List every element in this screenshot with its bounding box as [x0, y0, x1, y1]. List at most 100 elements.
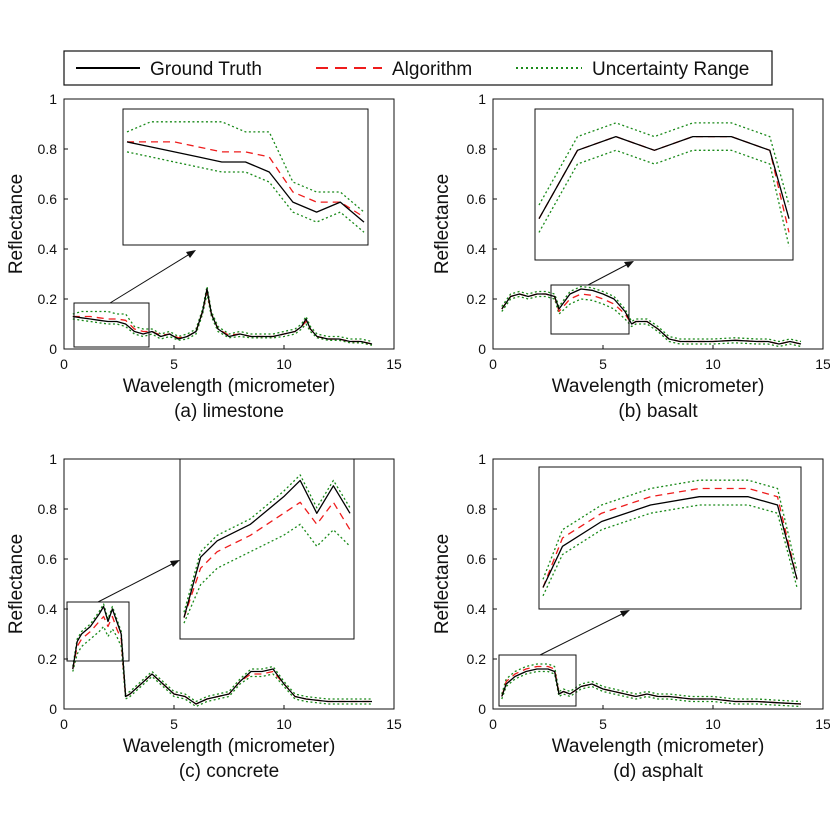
- y-axis-label: Reflectance: [432, 534, 453, 634]
- inset-line-ground-truth: [542, 496, 798, 588]
- series-line-uncertainty-range: [501, 285, 802, 343]
- caption: (b) basalt: [618, 401, 698, 422]
- inset-line-algorithm: [183, 501, 351, 618]
- y-tick-label: 0.8: [38, 141, 58, 157]
- legend-label-algorithm: Algorithm: [392, 59, 472, 80]
- chart-panel-limestone: 0 5 10 15 0 0.2 0.4 0.6 0.8 1 Reflectance Wavelen…: [6, 91, 402, 422]
- inset-line-ground-truth: [183, 479, 351, 618]
- inset-line-uncertainty-range: [183, 474, 351, 613]
- zoom-arrow-head: [624, 261, 634, 268]
- inset-series-lines: [126, 121, 365, 233]
- x-tick-label: 15: [815, 716, 830, 732]
- x-tick-label: 15: [386, 716, 402, 732]
- caption: (d) asphalt: [613, 761, 703, 782]
- legend-label-uncertainty: Uncertainty Range: [592, 59, 749, 80]
- chart-panel-asphalt: 0 5 10 15 0 0.2 0.4 0.6 0.8 1 Reflectance Wavelen…: [432, 451, 830, 782]
- inset-series-lines: [538, 122, 790, 247]
- x-axis-label: Wavelength (micrometer): [123, 736, 336, 757]
- y-tick-label: 0: [478, 701, 486, 717]
- y-tick-label: 0.2: [38, 651, 58, 667]
- series-line-uncertainty-range: [501, 295, 802, 348]
- y-axis-label: Reflectance: [6, 534, 27, 634]
- x-tick-label: 5: [170, 716, 178, 732]
- inset-line-ground-truth: [126, 141, 365, 223]
- y-tick-label: 0.6: [38, 191, 58, 207]
- x-tick-label: 10: [276, 356, 292, 372]
- y-tick-label: 0: [49, 341, 57, 357]
- series-line-uncertainty-range: [72, 293, 373, 346]
- chart-panel-concrete: 0 5 10 15 0 0.2 0.4 0.6 0.8 1 Reflectance Wavelen…: [6, 451, 402, 782]
- zoom-region-box: [550, 284, 630, 335]
- y-tick-label: 0.4: [38, 241, 58, 257]
- inset-line-uncertainty-range: [126, 121, 365, 213]
- zoom-arrow-head: [620, 610, 630, 617]
- inset-line-algorithm: [542, 487, 798, 588]
- x-axis-label: Wavelength (micrometer): [123, 376, 336, 397]
- series-lines: [501, 663, 802, 708]
- zoom-arrow: [97, 561, 177, 603]
- y-tick-label: 0.8: [38, 501, 58, 517]
- x-tick-label: 5: [599, 356, 607, 372]
- series-line-ground-truth: [72, 605, 372, 705]
- zoom-region-box: [498, 654, 577, 707]
- y-tick-label: 0.4: [467, 241, 487, 257]
- inset-plot: [122, 108, 369, 246]
- y-axis-label: Reflectance: [432, 174, 453, 274]
- y-tick-label: 0: [478, 341, 486, 357]
- zoom-arrow-head: [170, 560, 180, 567]
- x-axis-label: Wavelength (micrometer): [552, 376, 765, 397]
- x-tick-label: 10: [705, 356, 721, 372]
- series-lines: [501, 285, 802, 348]
- inset-plot: [534, 108, 794, 261]
- y-tick-label: 0.8: [467, 501, 487, 517]
- y-tick-label: 1: [49, 451, 57, 467]
- inset-plot: [179, 458, 355, 640]
- x-tick-label: 15: [386, 356, 402, 372]
- x-tick-label: 0: [489, 356, 497, 372]
- y-tick-label: 0.2: [467, 291, 487, 307]
- axis-ticks: 0 5 10 15 0 0.2 0.4 0.6 0.8 1: [38, 91, 402, 372]
- x-tick-label: 5: [170, 356, 178, 372]
- series-line-ground-truth: [501, 288, 802, 345]
- series-lines: [72, 285, 373, 346]
- caption: (a) limestone: [174, 401, 284, 422]
- series-line-uncertainty-range: [72, 625, 372, 708]
- series-lines: [72, 603, 372, 708]
- y-tick-label: 0.6: [38, 551, 58, 567]
- inset-line-algorithm: [127, 141, 365, 218]
- inset-line-ground-truth: [538, 135, 790, 220]
- inset-line-uncertainty-range: [538, 122, 790, 206]
- x-tick-label: 0: [489, 716, 497, 732]
- zoom-arrow: [539, 611, 627, 656]
- y-tick-label: 0.4: [467, 601, 487, 617]
- y-tick-label: 0: [49, 701, 57, 717]
- x-tick-label: 10: [276, 716, 292, 732]
- y-tick-label: 0.8: [467, 141, 487, 157]
- y-tick-label: 0.6: [467, 191, 487, 207]
- legend: Ground Truth Algorithm Uncertainty Range: [63, 50, 773, 86]
- x-axis-label: Wavelength (micrometer): [552, 736, 765, 757]
- axis-ticks: 0 5 10 15 0 0.2 0.4 0.6 0.8 1: [38, 451, 402, 732]
- inset-series-lines: [542, 479, 798, 597]
- caption: (c) concrete: [179, 761, 279, 782]
- y-tick-label: 0.4: [38, 601, 58, 617]
- inset-line-uncertainty-range: [183, 523, 351, 624]
- series-line-ground-truth: [501, 668, 802, 705]
- y-tick-label: 0.2: [467, 651, 487, 667]
- y-tick-label: 0.6: [467, 551, 487, 567]
- legend-label-ground-truth: Ground Truth: [150, 59, 262, 80]
- x-tick-label: 0: [60, 716, 68, 732]
- series-line-uncertainty-range: [72, 285, 373, 343]
- y-tick-label: 1: [49, 91, 57, 107]
- y-tick-label: 0.2: [38, 291, 58, 307]
- x-tick-label: 10: [705, 716, 721, 732]
- inset-line-uncertainty-range: [542, 504, 798, 597]
- y-tick-label: 1: [478, 91, 486, 107]
- zoom-arrow: [587, 262, 631, 286]
- axis-ticks: 0 5 10 15 0 0.2 0.4 0.6 0.8 1: [467, 451, 830, 732]
- x-tick-label: 5: [599, 716, 607, 732]
- zoom-arrow: [109, 251, 194, 304]
- zoom-region-box: [73, 302, 150, 348]
- inset-plot: [538, 466, 802, 610]
